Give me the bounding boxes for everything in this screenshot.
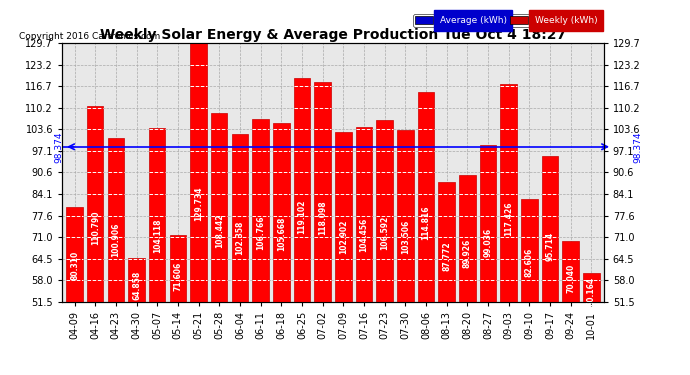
Text: 89.926: 89.926 [463, 239, 472, 268]
Bar [87, 106, 104, 302]
Text: 80.310: 80.310 [70, 251, 79, 280]
Bar [438, 182, 455, 302]
Bar [273, 123, 290, 302]
Bar [232, 134, 248, 302]
Bar [355, 127, 372, 302]
Bar [376, 120, 393, 302]
Text: 106.592: 106.592 [380, 216, 389, 250]
Bar [583, 273, 600, 302]
Text: 110.790: 110.790 [90, 210, 99, 244]
Bar [459, 175, 475, 302]
Text: 98.374: 98.374 [54, 131, 63, 162]
Text: 102.358: 102.358 [235, 221, 244, 255]
Text: 106.766: 106.766 [256, 215, 265, 250]
Bar [315, 81, 331, 302]
Bar [500, 84, 517, 302]
Text: 108.442: 108.442 [215, 213, 224, 248]
Text: 64.858: 64.858 [132, 270, 141, 300]
Bar [108, 138, 124, 302]
Text: 82.606: 82.606 [525, 248, 534, 278]
Text: 99.036: 99.036 [484, 228, 493, 256]
Title: Weekly Solar Energy & Average Production Tue Oct 4 18:27: Weekly Solar Energy & Average Production… [100, 28, 566, 42]
Bar [66, 207, 83, 302]
Text: 98.374: 98.374 [633, 131, 642, 162]
Bar [128, 258, 145, 302]
Bar [170, 236, 186, 302]
Text: 117.426: 117.426 [504, 202, 513, 236]
Bar [294, 78, 310, 302]
Bar [562, 240, 579, 302]
Bar [335, 132, 351, 302]
Bar [542, 156, 558, 302]
Text: 60.164: 60.164 [587, 276, 596, 306]
Bar [521, 199, 538, 302]
Text: 87.772: 87.772 [442, 242, 451, 271]
Text: 104.456: 104.456 [359, 218, 368, 252]
Text: 105.668: 105.668 [277, 217, 286, 251]
Bar [211, 114, 228, 302]
Text: 100.906: 100.906 [111, 223, 120, 257]
Text: 114.816: 114.816 [422, 205, 431, 240]
Text: 104.118: 104.118 [152, 219, 161, 253]
Text: 119.102: 119.102 [297, 200, 306, 234]
Bar [190, 43, 207, 302]
Text: Copyright 2016 Cartronics.com: Copyright 2016 Cartronics.com [19, 32, 160, 40]
Text: 103.506: 103.506 [401, 219, 410, 254]
Text: 118.098: 118.098 [318, 201, 327, 236]
Bar [253, 119, 269, 302]
Bar [417, 92, 434, 302]
Bar [149, 128, 166, 302]
Text: 71.606: 71.606 [173, 262, 182, 291]
Text: 95.714: 95.714 [546, 232, 555, 261]
Text: 70.040: 70.040 [566, 264, 575, 293]
Text: 102.902: 102.902 [339, 220, 348, 254]
Bar [397, 130, 413, 302]
Bar [480, 145, 496, 302]
Text: 129.734: 129.734 [194, 186, 203, 221]
Legend: Average (kWh), Weekly (kWh): Average (kWh), Weekly (kWh) [413, 14, 599, 27]
